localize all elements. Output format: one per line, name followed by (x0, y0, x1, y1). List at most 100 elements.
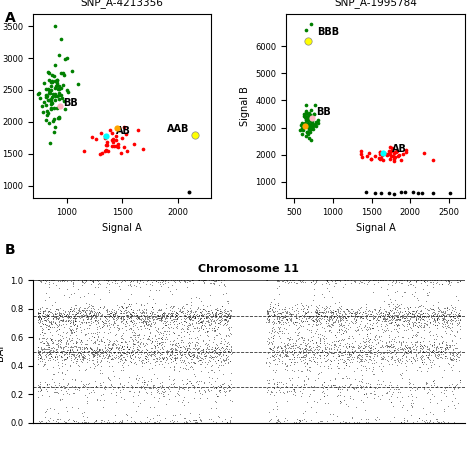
Point (45, 341, 53, 348)
Point (311, 419, 319, 427)
Point (96, 348, 103, 355)
Point (385, 303, 393, 310)
Point (87, 344, 95, 351)
Point (219, 310, 226, 318)
Point (399, 346, 406, 353)
Point (270, 316, 277, 323)
Point (213, 341, 221, 348)
Point (213, 331, 220, 338)
Point (226, 419, 234, 427)
Point (214, 324, 222, 331)
Point (140, 318, 147, 325)
Point (287, 359, 294, 366)
Point (68, 403, 76, 410)
Point (447, 354, 454, 361)
Point (445, 321, 452, 328)
Point (333, 306, 340, 313)
Point (86, 419, 93, 427)
Point (350, 368, 358, 375)
Point (190, 394, 198, 401)
Point (222, 313, 230, 320)
Point (402, 327, 410, 334)
Point (206, 310, 213, 317)
Point (76, 355, 84, 362)
Point (441, 323, 448, 330)
Point (400, 323, 408, 330)
Point (376, 277, 384, 284)
Point (417, 339, 424, 346)
Point (109, 320, 117, 327)
Point (306, 355, 313, 362)
Point (217, 319, 224, 326)
Point (430, 343, 438, 350)
Point (188, 419, 195, 427)
Point (314, 313, 321, 320)
Point (334, 412, 341, 419)
Point (76, 419, 83, 427)
Point (67, 316, 74, 323)
Point (297, 306, 304, 313)
Point (301, 310, 309, 317)
Point (105, 311, 113, 318)
Point (121, 322, 128, 329)
Point (84, 397, 91, 404)
Point (409, 392, 416, 399)
Point (103, 346, 111, 353)
Point (70, 318, 77, 325)
Point (429, 308, 437, 315)
Point (155, 306, 162, 314)
Point (47, 318, 55, 325)
Point (138, 374, 146, 381)
Point (417, 308, 425, 315)
Point (443, 341, 451, 348)
Point (410, 292, 418, 300)
Point (316, 335, 323, 342)
Point (109, 340, 117, 347)
Point (208, 317, 215, 324)
Point (180, 356, 188, 364)
Point (388, 419, 396, 427)
Point (58, 333, 66, 340)
Point (355, 344, 363, 351)
Point (427, 398, 434, 405)
Point (327, 328, 335, 335)
Point (395, 358, 402, 365)
Point (366, 353, 374, 360)
Point (43, 354, 50, 361)
Point (82, 299, 90, 306)
Point (97, 381, 105, 388)
Point (299, 335, 306, 342)
Point (423, 351, 430, 358)
Point (53, 345, 61, 352)
Point (116, 388, 124, 395)
Point (448, 303, 456, 310)
Point (456, 278, 464, 285)
Point (436, 343, 443, 351)
Point (382, 277, 389, 284)
Point (39, 308, 47, 315)
Point (418, 315, 425, 322)
Point (196, 415, 204, 423)
Point (110, 348, 118, 356)
Point (182, 318, 190, 325)
Point (196, 360, 204, 367)
Point (180, 327, 187, 334)
Point (61, 356, 68, 363)
Point (215, 316, 223, 324)
Point (394, 321, 402, 328)
Point (452, 344, 460, 351)
Point (214, 310, 222, 317)
Point (133, 379, 141, 387)
Point (219, 303, 226, 310)
Point (130, 312, 137, 319)
Point (186, 347, 193, 355)
Point (356, 347, 364, 354)
Point (128, 312, 136, 319)
Point (269, 312, 276, 319)
Point (264, 313, 272, 320)
Point (102, 352, 110, 359)
Point (375, 415, 383, 423)
Point (399, 351, 407, 359)
Point (195, 320, 203, 327)
Point (181, 349, 188, 356)
